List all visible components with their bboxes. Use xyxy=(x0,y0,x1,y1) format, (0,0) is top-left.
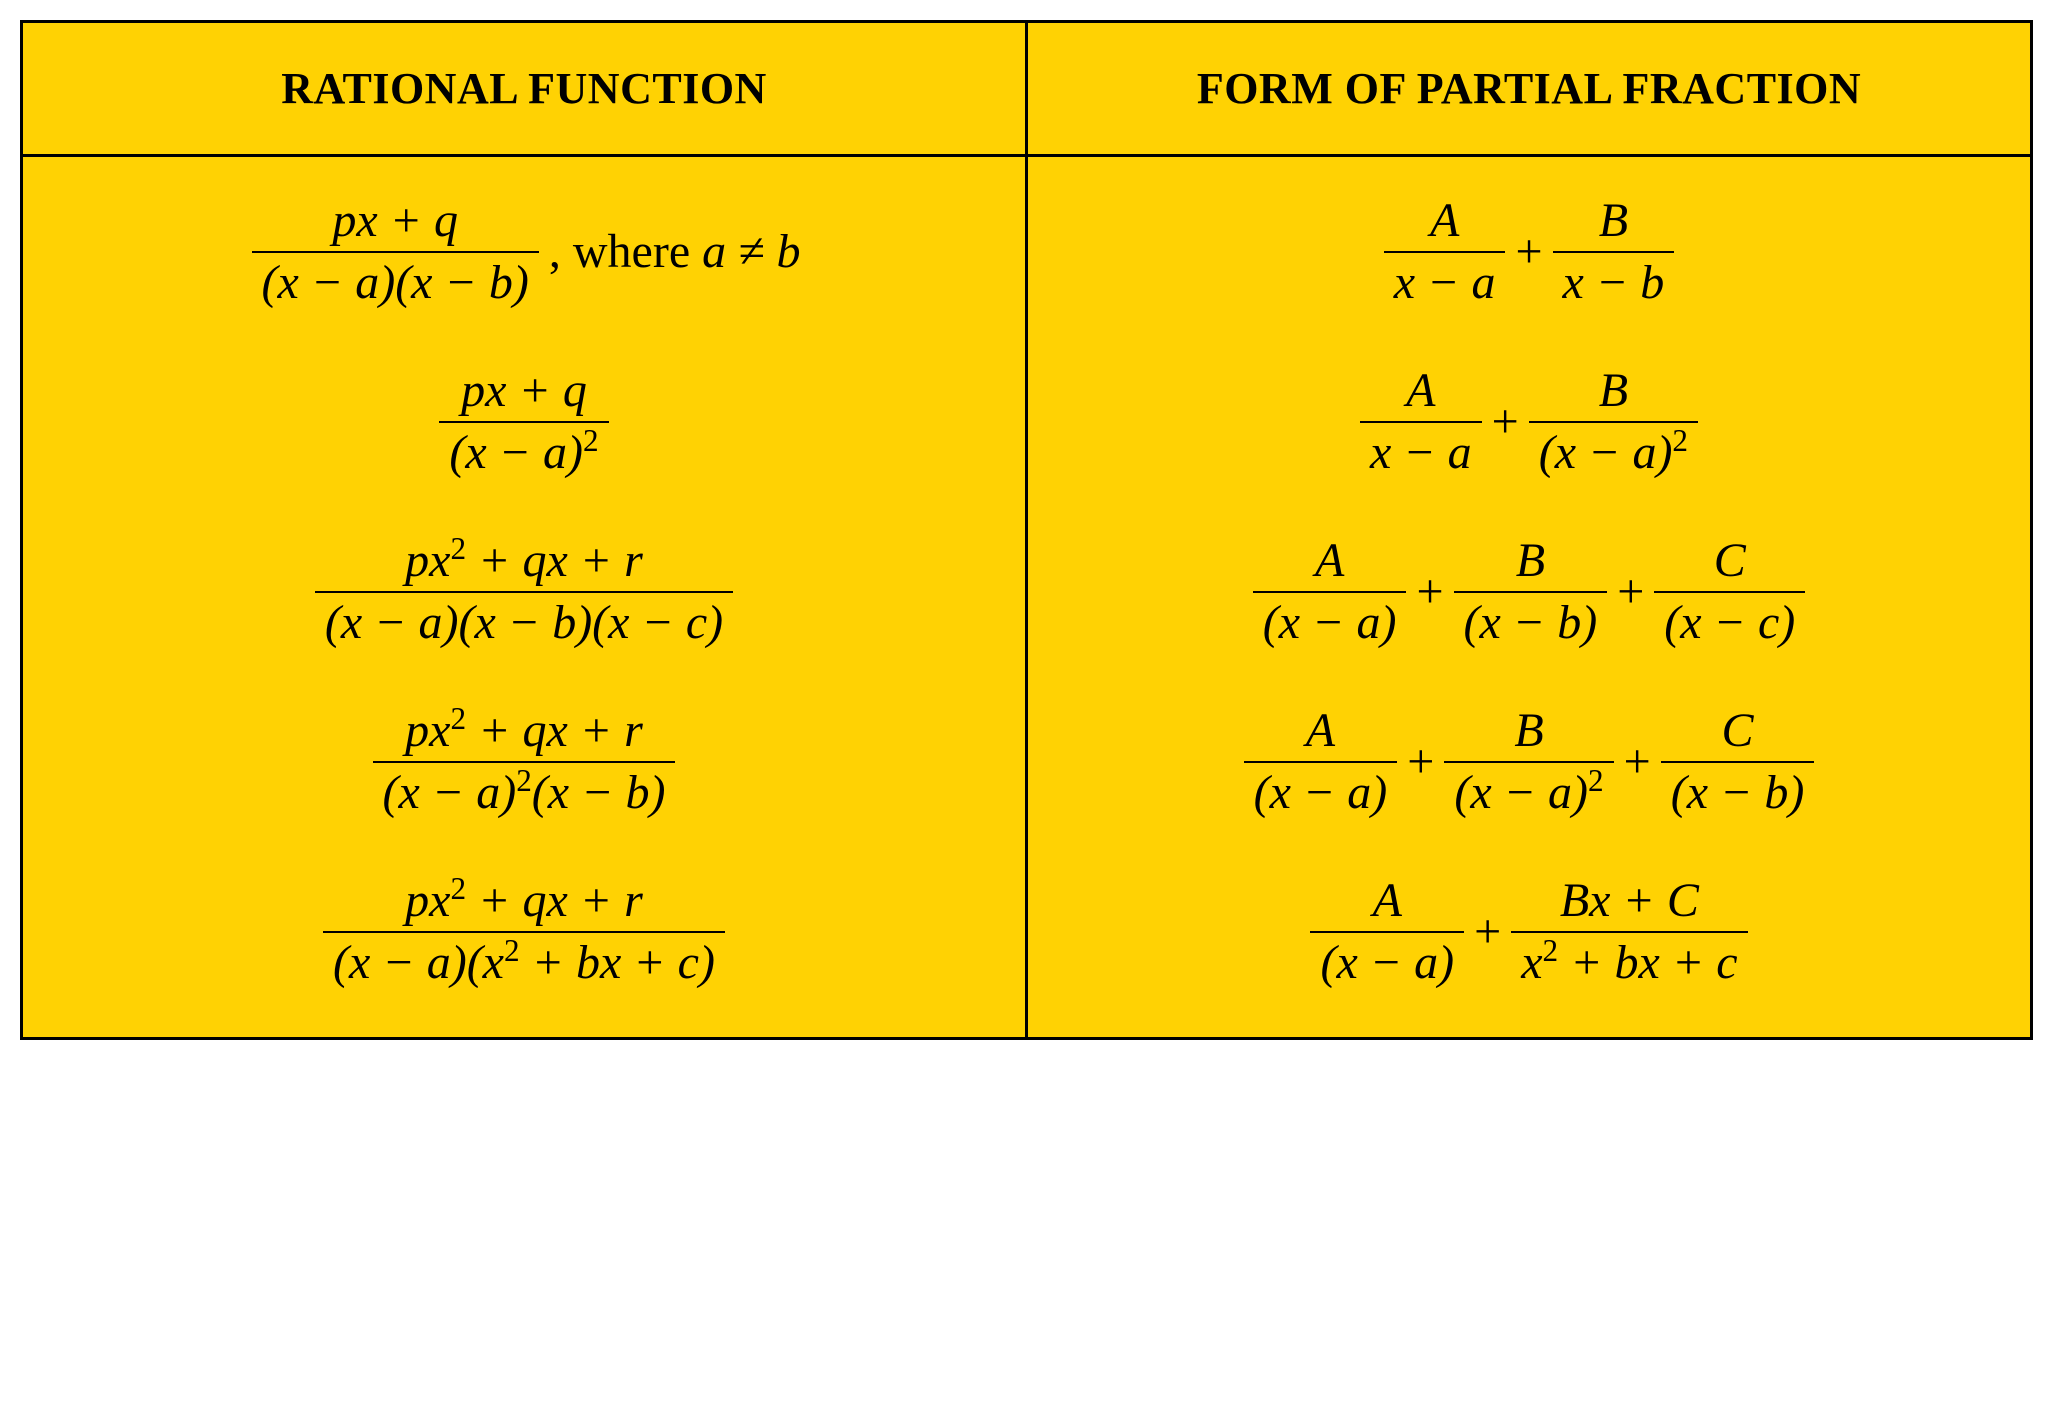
rational-expr-1: px + q(x − a)2 xyxy=(435,367,612,477)
rational-suffix-0: , where a ≠ b xyxy=(549,228,801,276)
header-rational: RATIONAL FUNCTION xyxy=(22,22,1027,156)
partial-expr-0: Ax − a+Bx − b xyxy=(1380,197,1678,307)
rational-expr-3: px2 + qx + r(x − a)2(x − b) xyxy=(369,707,680,817)
partial-expr-4: A(x − a)+Bx + Cx2 + bx + c xyxy=(1306,877,1751,987)
rational-expr-4: px2 + qx + r(x − a)(x2 + bx + c) xyxy=(319,877,729,987)
cell-rational: px + q(x − a)(x − b), where a ≠ b px + q(… xyxy=(22,156,1027,1039)
rational-expr-2: px2 + qx + r(x − a)(x − b)(x − c) xyxy=(311,537,737,647)
partial-expr-2: A(x − a)+B(x − b)+C(x − c) xyxy=(1249,537,1809,647)
partial-fraction-table: RATIONAL FUNCTION FORM OF PARTIAL FRACTI… xyxy=(20,20,2033,1040)
header-row: RATIONAL FUNCTION FORM OF PARTIAL FRACTI… xyxy=(22,22,2032,156)
body-row: px + q(x − a)(x − b), where a ≠ b px + q(… xyxy=(22,156,2032,1039)
partial-expr-3: A(x − a)+B(x − a)2+C(x − b) xyxy=(1240,707,1819,817)
cell-partial: Ax − a+Bx − b Ax − a+B(x − a)2 A(x − a)+B(… xyxy=(1027,156,2032,1039)
partial-expr-1: Ax − a+B(x − a)2 xyxy=(1356,367,1702,477)
rational-expr-0: px + q(x − a)(x − b), where a ≠ b xyxy=(248,197,801,307)
header-partial: FORM OF PARTIAL FRACTION xyxy=(1027,22,2032,156)
